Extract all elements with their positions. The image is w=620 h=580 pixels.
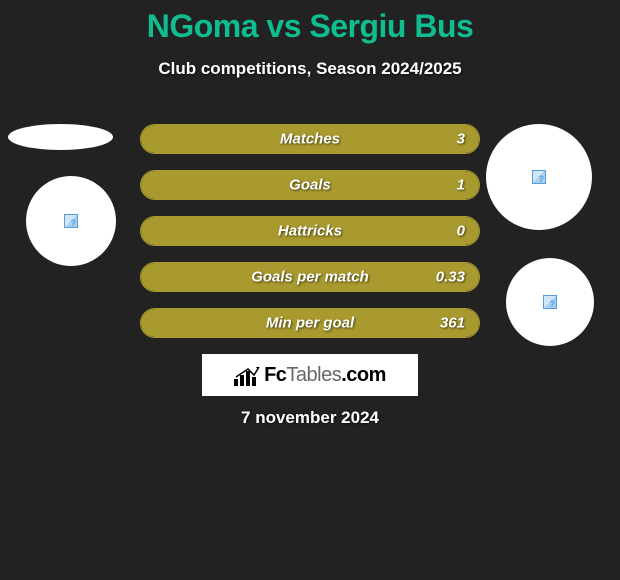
bar-matches: Matches 3 — [140, 124, 480, 154]
date-label: 7 november 2024 — [0, 408, 620, 428]
subtitle: Club competitions, Season 2024/2025 — [0, 59, 620, 79]
bar-min-per-goal: Min per goal 361 — [140, 308, 480, 338]
bar-label: Hattricks — [141, 223, 479, 240]
chart-icon — [234, 364, 260, 386]
bar-value: 0 — [457, 223, 465, 240]
broken-image-icon — [532, 170, 546, 184]
logo-prefix: Fc — [264, 364, 286, 386]
bar-value: 3 — [457, 131, 465, 148]
page-title: NGoma vs Sergiu Bus — [0, 0, 620, 45]
avatar-ellipse-left — [8, 124, 113, 150]
bar-value: 1 — [457, 177, 465, 194]
bar-goals: Goals 1 — [140, 170, 480, 200]
bar-label: Goals — [141, 177, 479, 194]
broken-image-icon — [543, 295, 557, 309]
logo-text: FcTables.com — [264, 364, 386, 387]
logo-bar[interactable]: FcTables.com — [202, 354, 418, 396]
bar-label: Min per goal — [141, 315, 479, 332]
logo-suffix: Tables — [286, 364, 341, 386]
avatar-circle-right-top — [486, 124, 592, 230]
bar-hattricks: Hattricks 0 — [140, 216, 480, 246]
avatar-circle-right-bottom — [506, 258, 594, 346]
bar-value: 361 — [440, 315, 465, 332]
logo-ext: .com — [341, 364, 386, 386]
stats-bars: Matches 3 Goals 1 Hattricks 0 Goals per … — [140, 124, 480, 354]
bar-label: Matches — [141, 131, 479, 148]
bar-goals-per-match: Goals per match 0.33 — [140, 262, 480, 292]
bar-label: Goals per match — [141, 269, 479, 286]
bar-value: 0.33 — [436, 269, 465, 286]
avatar-circle-left — [26, 176, 116, 266]
broken-image-icon — [64, 214, 78, 228]
